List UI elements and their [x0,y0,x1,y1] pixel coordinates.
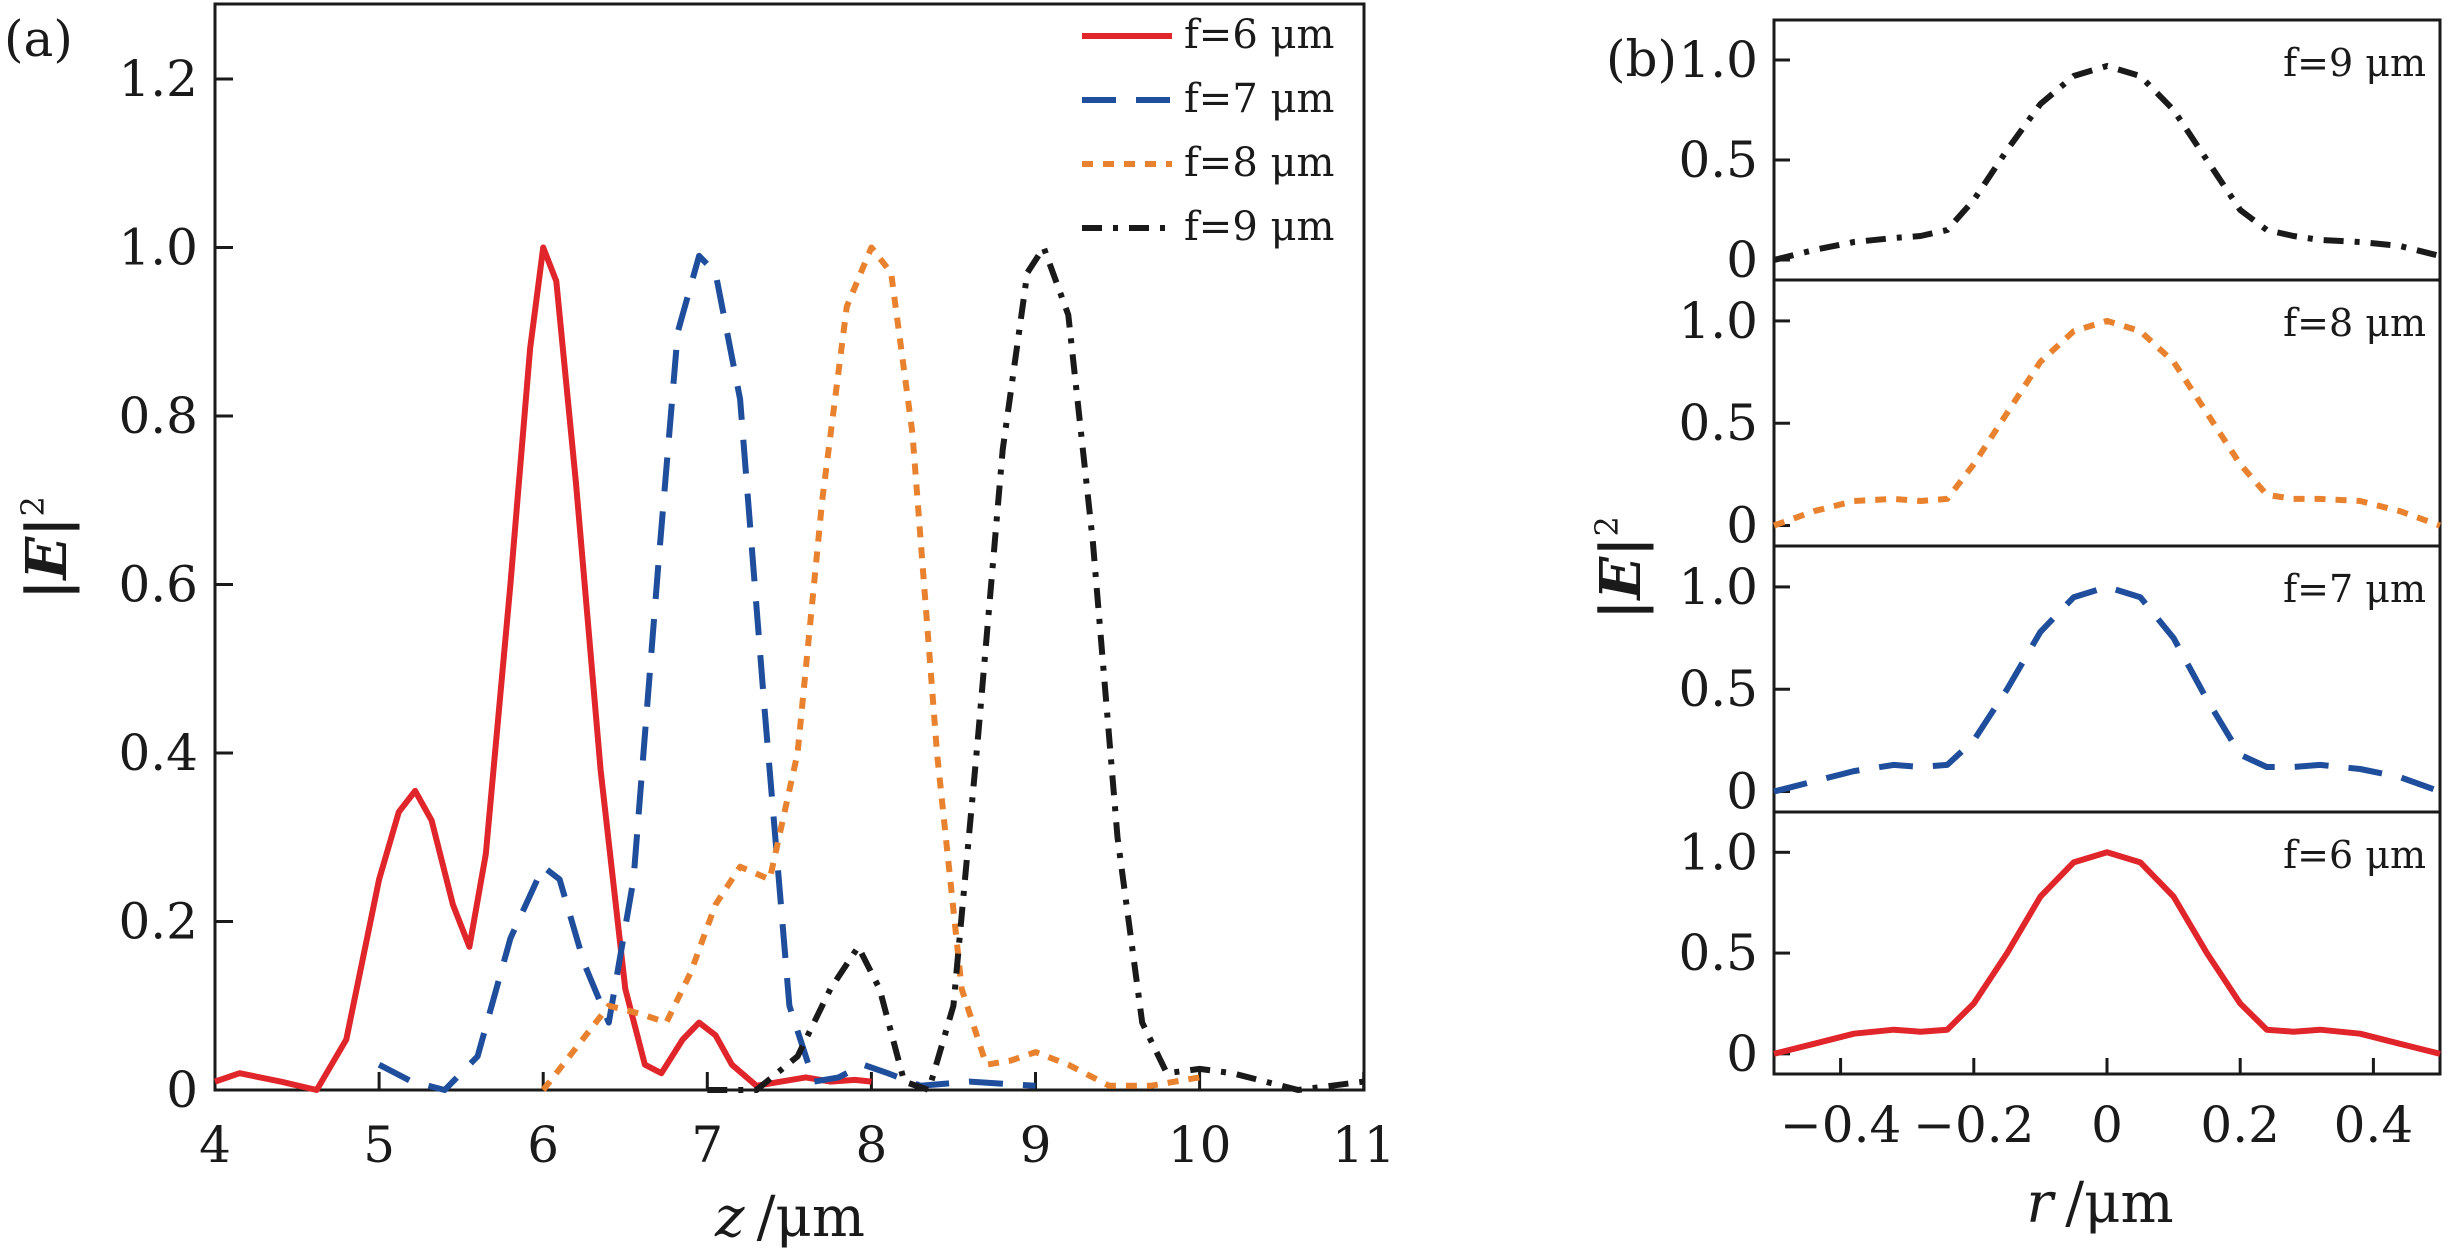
panel-a: (a) 0 0.2 0.4 0.6 0.8 1.0 1.2 4 5 6 7 8 9 10 11 f=6 μ… [4,2,1396,1248]
panel-b-x-tick-label: −0.2 [1913,1096,2034,1154]
panel-b-x-tick-label: 0.2 [2200,1096,2280,1154]
panel-b-label: (b) [1606,30,1677,88]
panel-b-y-axis-main: |E| [1588,536,1654,619]
panel-a-legend: f=6 μm f=7 μm f=8 μm f=9 μm [1082,12,1334,250]
panel-b-y-tick-label: 0 [1726,1025,1758,1083]
panel-a-y-tick-label: 1.2 [118,50,198,108]
panel-b-y-tick-label: 1.0 [1678,292,1758,350]
panel-a-frame [213,2,1366,1092]
panel-b-y-tick-label: 0.5 [1678,660,1758,718]
panel-b-x-ticks: −0.4 −0.2 0 0.2 0.4 [1780,1058,2413,1154]
panel-b-y-axis-sup: 2 [1588,516,1626,536]
panel-a-y-ticks: 0 0.2 0.4 0.6 0.8 1.0 1.2 [118,50,233,1119]
panel-a-x-tick-label: 11 [1332,1116,1396,1174]
panel-a-x-axis-label: z/μm [714,1185,865,1248]
panel-b-y-tick-label: 0 [1726,763,1758,821]
panel-a-series [214,244,1365,1093]
panel-b-y-tick-label: 1.0 [1678,823,1758,881]
panel-b-x-tick-label: 0.4 [2334,1096,2414,1154]
panel-a-x-tick-label: 8 [855,1116,887,1174]
panel-b-x-axis-unit: /μm [2065,1171,2173,1236]
panel-b-subplot-f-8-m: 0 0.5 1.0 f=8 μm [1678,278,2442,555]
panel-a-y-tick-label: 0.8 [118,387,198,445]
panel-b-x-axis-label: r/μm [2026,1171,2173,1236]
panel-a-y-tick-label: 0.6 [118,556,198,614]
panel-b-subplot-f-7-m: 0 0.5 1.0 f=7 μm [1678,544,2442,821]
panel-a-series-f-7-m [377,252,1036,1093]
panel-b-y-tick-label: 0 [1726,497,1758,555]
panel-b-subplot-label: f=7 μm [2283,567,2426,611]
panel-a-x-axis-unit: /μm [757,1185,865,1248]
panel-a-x-tick-label: 4 [199,1116,231,1174]
panel-a-x-tick-label: 7 [691,1116,723,1174]
legend-label-f-9-m: f=9 μm [1184,204,1334,250]
panel-b-subplot-label: f=8 μm [2283,301,2426,345]
panel-a-series-f-6-m [214,244,872,1093]
panel-b-y-tick-label: 0.5 [1678,924,1758,982]
panel-a-x-axis-var: z [714,1185,745,1248]
panel-a-x-ticks: 4 5 6 7 8 9 10 11 [199,1072,1396,1174]
legend-label-f-6-m: f=6 μm [1184,12,1334,58]
legend-label-f-8-m: f=8 μm [1184,140,1334,186]
panel-b-x-tick-label: −0.4 [1780,1096,1901,1154]
panel-b-y-tick-label: 1.0 [1678,31,1758,89]
panel-b-x-axis-var: r [2026,1171,2056,1236]
panel-b-curve-f-8-m [1772,317,2442,529]
panel-a-series-f-9-m [707,244,1365,1093]
panel-b-subplot-label: f=6 μm [2283,833,2426,877]
panel-a-y-axis-main: |E| [14,516,80,599]
panel-b-subplot-label: f=9 μm [2283,41,2426,85]
panel-b-x-tick-label: 0 [2091,1096,2123,1154]
panel-b: (b) 0 0.5 1.0 f=9 μm 0 0.5 1.0 f=8 μm 0 0.5 1.0 f=7… [1588,18,2442,1236]
panel-a-x-tick-label: 9 [1020,1116,1052,1174]
panel-b-curve-f-6-m [1773,849,2441,1057]
panel-a-y-axis-sup: 2 [14,496,52,516]
legend-label-f-7-m: f=7 μm [1184,76,1334,122]
panel-b-y-tick-label: 1.0 [1678,558,1758,616]
panel-b-curve-f-9-m [1773,63,2441,263]
panel-b-y-tick-label: 0.5 [1678,131,1758,189]
panel-a-y-tick-label: 0 [166,1061,198,1119]
panel-a-y-axis-label: |E|2 [14,496,80,600]
panel-b-y-tick-label: 0.5 [1678,394,1758,452]
panel-b-subplot-f-6-m: 0 0.5 1.0 f=6 μm [1678,810,2442,1083]
panel-a-y-tick-label: 0.4 [118,724,198,782]
panel-a-x-tick-label: 5 [363,1116,395,1174]
panel-a-x-tick-label: 10 [1168,1116,1232,1174]
panel-b-y-axis-label: |E|2 [1588,516,1654,620]
panel-b-y-tick-label: 0 [1726,231,1758,289]
panel-b-curve-f-7-m [1773,583,2442,795]
panel-a-label: (a) [4,10,73,68]
panel-b-subplot-f-9-m: 0 0.5 1.0 f=9 μm [1678,18,2442,289]
panel-a-y-tick-label: 0.2 [118,893,198,951]
panel-a-y-tick-label: 1.0 [118,219,198,277]
panel-a-x-tick-label: 6 [527,1116,559,1174]
